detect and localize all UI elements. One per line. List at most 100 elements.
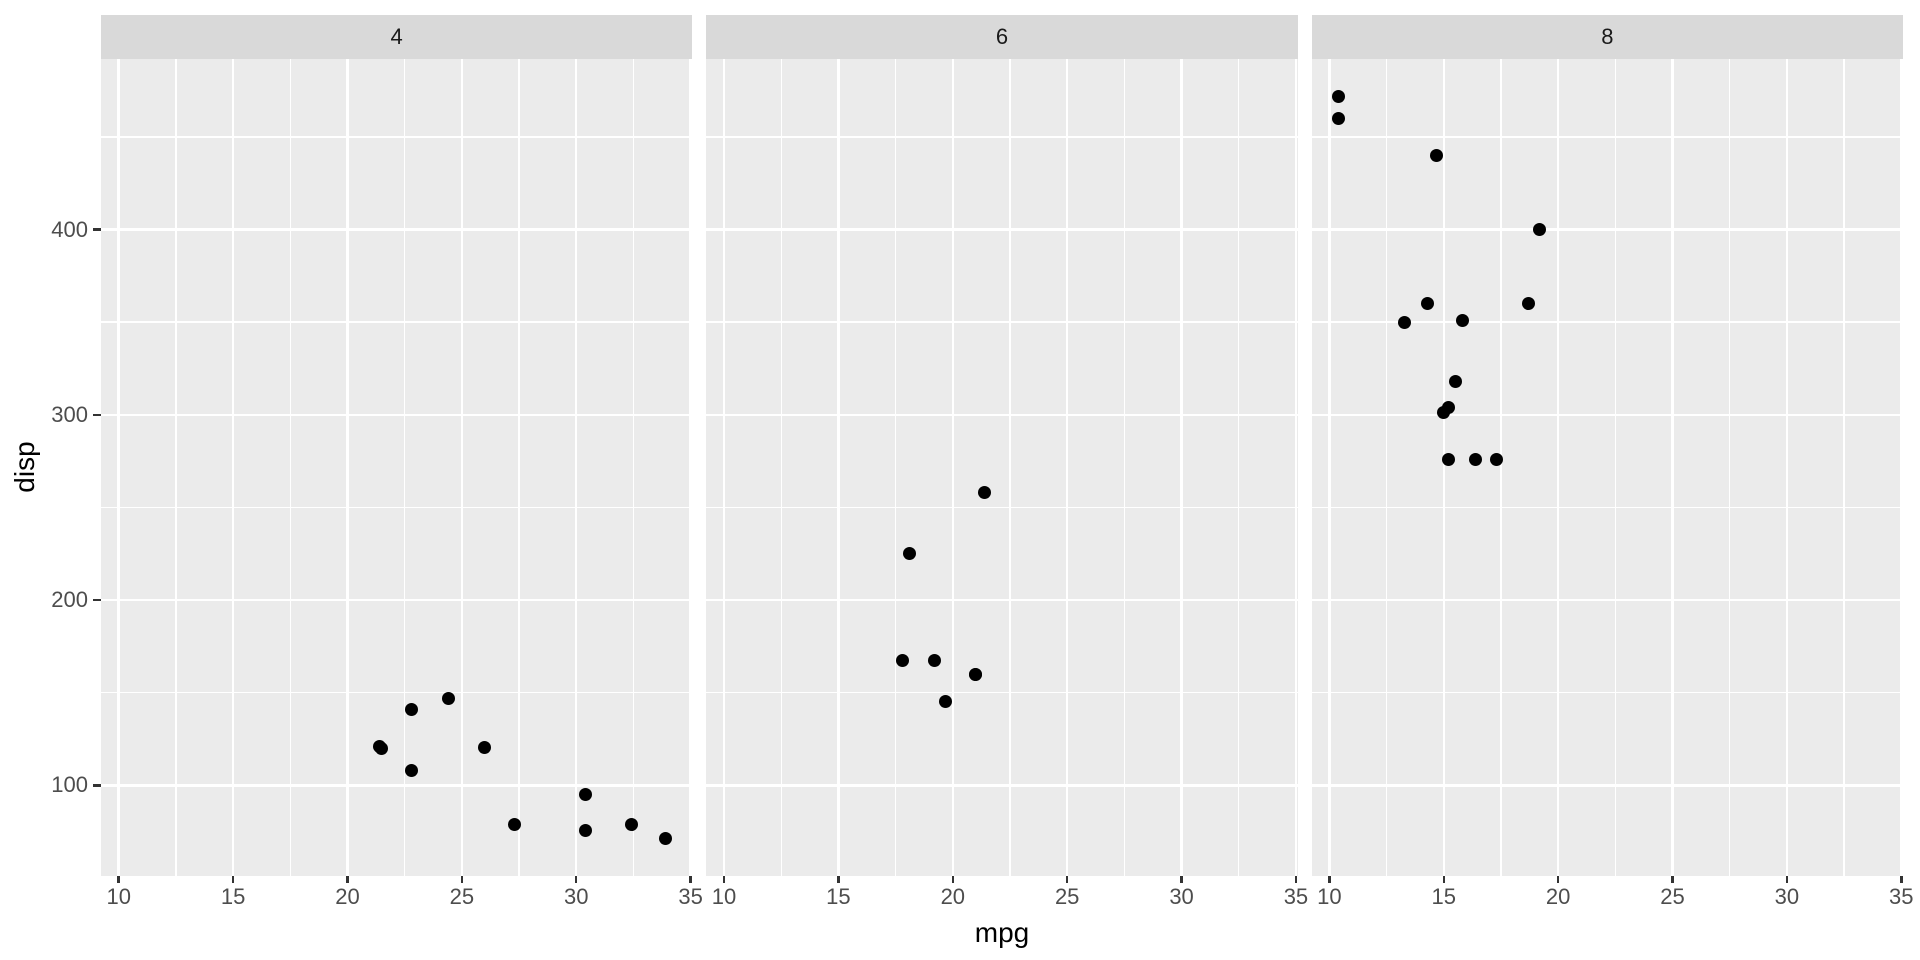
y-major-gridline [101, 784, 693, 787]
x-axis-tick [837, 876, 840, 883]
data-point [578, 823, 592, 837]
y-minor-gridline [706, 506, 1298, 509]
data-point [507, 817, 521, 831]
x-minor-gridline [1729, 59, 1731, 876]
x-minor-gridline [1238, 59, 1240, 876]
y-axis-tick [93, 413, 101, 417]
x-axis-tick-label: 10 [1317, 884, 1342, 909]
data-point [1437, 406, 1451, 420]
y-axis-tick [93, 784, 101, 787]
y-minor-gridline [1311, 136, 1903, 138]
x-major-gridline [951, 59, 955, 876]
x-major-gridline [117, 59, 120, 876]
x-axis-tick-label: 20 [335, 884, 360, 909]
data-point [373, 739, 386, 753]
data-point [1521, 297, 1535, 311]
data-point [1441, 453, 1455, 467]
x-major-gridline [1671, 59, 1674, 876]
x-axis-tick-label: 25 [1660, 884, 1685, 909]
y-major-gridline [101, 598, 693, 602]
x-major-gridline [346, 59, 349, 876]
x-axis-tick [117, 876, 120, 883]
x-minor-gridline [175, 59, 177, 876]
y-minor-gridline [101, 136, 693, 138]
x-axis-tick [231, 876, 235, 883]
plot-panel [101, 59, 693, 876]
x-minor-gridline [1009, 59, 1011, 876]
x-axis-tick-label: 15 [220, 884, 246, 909]
x-minor-gridline [289, 59, 291, 876]
x-major-gridline [1785, 59, 1789, 876]
x-axis-tick [1671, 876, 1674, 883]
data-point [978, 486, 992, 500]
x-minor-gridline [632, 59, 635, 876]
x-axis-tick-label: 35 [1889, 884, 1914, 909]
x-axis-tick [574, 876, 578, 883]
x-minor-gridline [894, 59, 897, 876]
y-minor-gridline [1311, 691, 1903, 694]
data-point [1430, 148, 1444, 162]
y-major-gridline [706, 784, 1298, 787]
y-major-gridline [1311, 784, 1903, 787]
y-axis-tick-label: 300 [51, 401, 88, 427]
x-minor-gridline [1614, 59, 1617, 876]
x-major-gridline [1900, 59, 1903, 876]
y-minor-gridline [1311, 321, 1903, 323]
x-major-gridline [837, 59, 840, 876]
data-point [1448, 374, 1462, 388]
data-point [1533, 223, 1547, 237]
x-axis-tick-label: 10 [711, 884, 737, 909]
x-axis-tick-label: 30 [1169, 884, 1194, 909]
facet-strip-label: 6 [995, 24, 1009, 49]
y-axis-tick [93, 598, 101, 602]
y-minor-gridline [101, 321, 693, 323]
x-minor-gridline [1123, 59, 1126, 876]
x-axis-tick [1294, 876, 1298, 883]
facet-strip: 6 [706, 15, 1298, 59]
x-axis-tick-label: 30 [1774, 884, 1800, 909]
x-major-gridline [574, 59, 578, 876]
facet-strip: 4 [101, 15, 693, 59]
y-axis-tick-label: 100 [51, 772, 88, 798]
y-major-gridline [101, 413, 693, 417]
x-axis-tick-label: 20 [1545, 884, 1571, 909]
x-axis-tick-label: 25 [449, 884, 475, 909]
data-point [1398, 315, 1412, 329]
x-minor-gridline [1385, 59, 1388, 876]
x-major-gridline [460, 59, 464, 876]
data-point [478, 741, 492, 755]
x-axis-tick-label: 35 [678, 884, 703, 909]
x-axis-tick-label: 15 [1431, 884, 1456, 909]
x-major-gridline [231, 59, 235, 876]
facet-strip-label: 4 [390, 24, 403, 49]
x-axis-tick-label: 25 [1054, 884, 1080, 909]
data-point [578, 787, 592, 801]
y-major-gridline [1311, 413, 1903, 417]
y-minor-gridline [706, 136, 1298, 138]
data-point [624, 818, 638, 832]
x-axis-title: mpg [974, 917, 1030, 948]
data-point [1489, 453, 1503, 467]
data-point [1455, 313, 1469, 327]
y-minor-gridline [706, 321, 1298, 323]
x-axis-tick [951, 876, 955, 883]
x-axis-tick-label: 20 [940, 884, 966, 909]
x-axis-tick [1328, 876, 1331, 883]
data-point [1421, 297, 1435, 311]
y-major-gridline [101, 228, 693, 231]
x-axis-tick [1785, 876, 1789, 883]
y-major-gridline [706, 598, 1298, 602]
data-point [1469, 453, 1483, 467]
y-major-gridline [1311, 228, 1903, 231]
x-axis-tick [1442, 876, 1446, 883]
x-axis-tick-label: 35 [1283, 884, 1309, 909]
x-major-gridline [1180, 59, 1183, 876]
data-point [939, 695, 953, 709]
x-axis-tick [1556, 876, 1560, 883]
y-axis-tick-label: 200 [51, 587, 88, 613]
data-point [928, 653, 941, 667]
y-major-gridline [1311, 598, 1903, 602]
x-major-gridline [1065, 59, 1069, 876]
x-minor-gridline [1843, 59, 1845, 876]
y-minor-gridline [1311, 506, 1903, 509]
